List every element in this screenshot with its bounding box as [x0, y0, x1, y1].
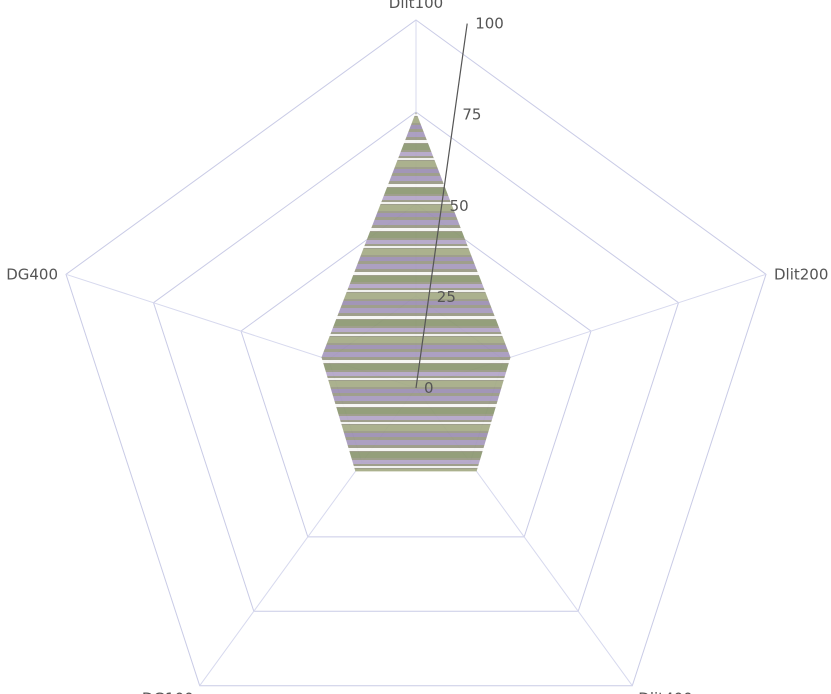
- radial-axis-line: [415, 23, 468, 389]
- grid-ring-50: [240, 203, 592, 538]
- radial-tick-label-100: 100: [475, 15, 504, 33]
- category-label-dlit400: Dlit400: [638, 690, 692, 694]
- grid-ring-100: [65, 19, 767, 687]
- radial-tick-label-50: 50: [450, 197, 469, 215]
- radial-axis-layer: 0 25 50 75 100: [415, 15, 504, 397]
- category-labels: Dlit100 Dlit200 Dlit400 DG100 DG400: [6, 0, 828, 694]
- category-label-dlit100: Dlit100: [389, 0, 443, 12]
- grid-ring-75: [152, 111, 680, 612]
- category-label-dlit200: Dlit200: [774, 265, 828, 283]
- radar-series-layer: [321, 112, 511, 472]
- category-label-dg100: DG100: [142, 690, 194, 694]
- radial-tick-label-25: 25: [437, 288, 456, 306]
- radial-tick-label-0: 0: [424, 379, 434, 397]
- series-area-0: [321, 112, 511, 472]
- radial-tick-label-75: 75: [462, 106, 481, 124]
- category-label-dg400: DG400: [6, 265, 58, 283]
